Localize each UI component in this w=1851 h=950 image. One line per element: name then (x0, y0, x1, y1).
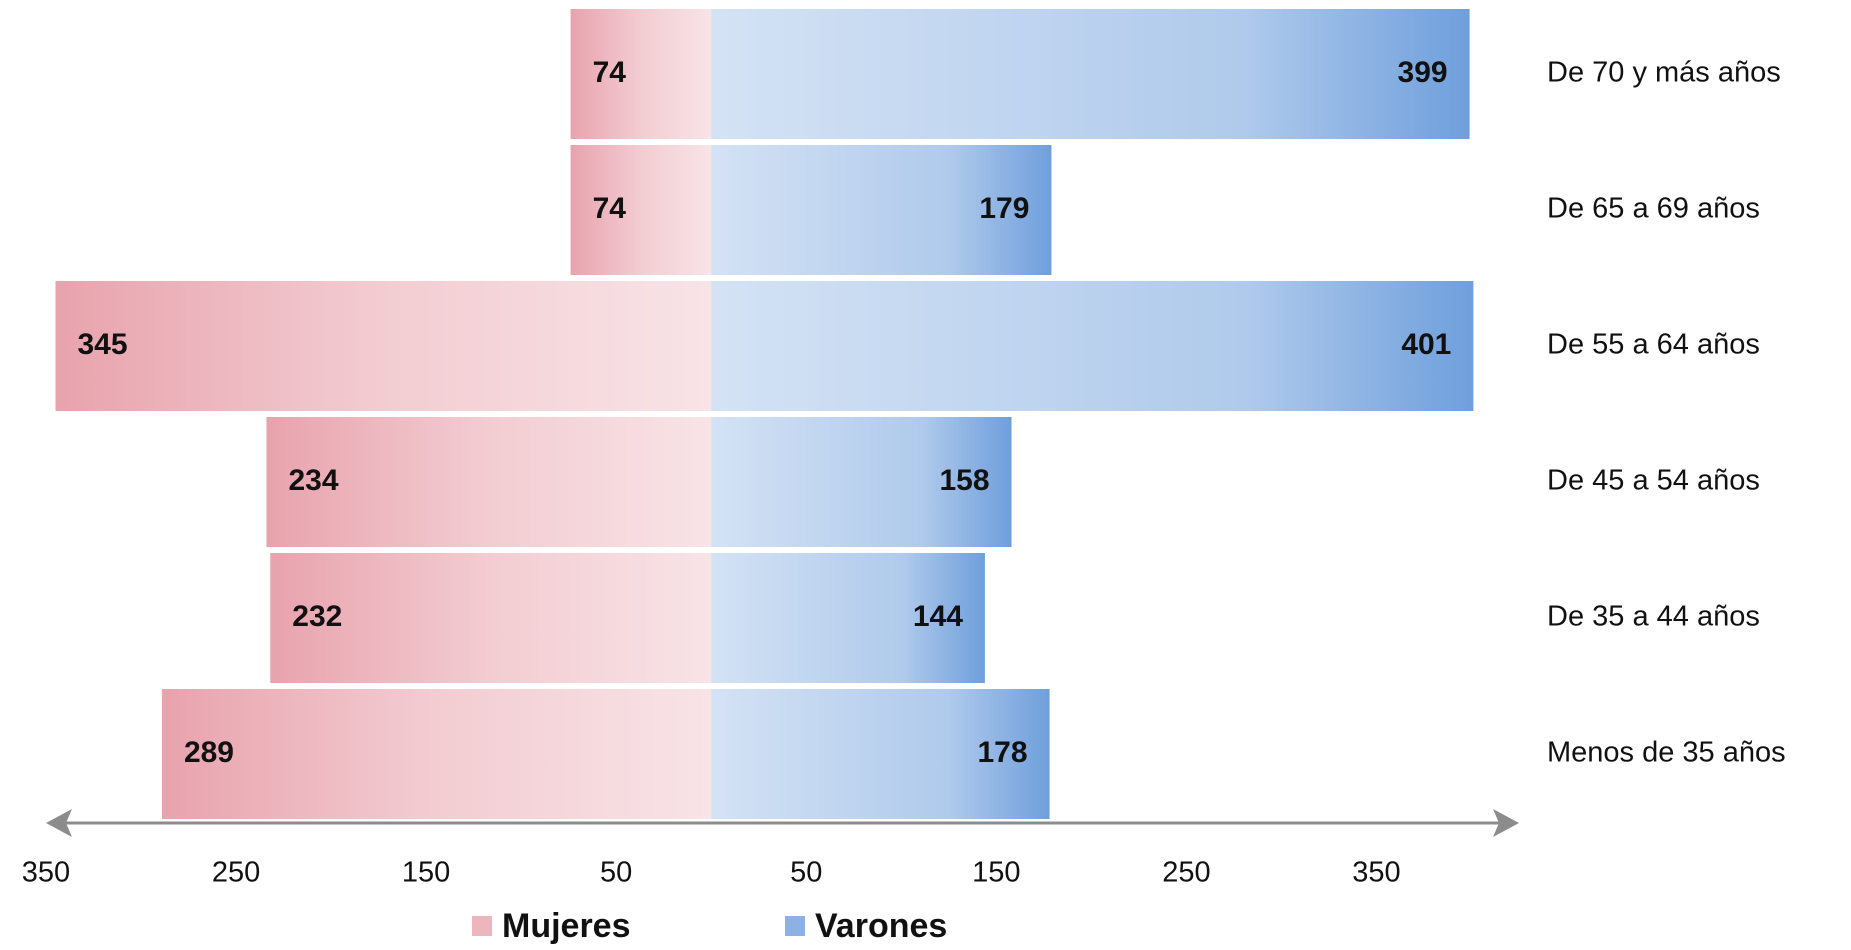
bar (711, 417, 1012, 547)
x-tick-label: 250 (1162, 857, 1210, 889)
value-label: 232 (292, 600, 342, 633)
value-label: 74 (593, 56, 627, 89)
x-tick-label: 350 (1352, 857, 1400, 889)
bar (266, 417, 712, 547)
bar (570, 9, 712, 139)
value-label: 345 (78, 328, 128, 361)
axis-arrow (46, 809, 72, 837)
x-tick-label: 350 (22, 857, 70, 889)
bar (711, 553, 985, 683)
bar (711, 281, 1474, 411)
value-label: 401 (1401, 328, 1451, 361)
category-label: Menos de 35 años (1547, 737, 1786, 769)
x-tick-label: 250 (212, 857, 260, 889)
x-tick-label: 50 (790, 857, 822, 889)
value-label: 234 (288, 464, 338, 497)
value-label: 289 (184, 736, 234, 769)
value-label: 179 (979, 192, 1029, 225)
bar (161, 689, 712, 819)
legend-swatch (472, 916, 492, 936)
category-label: De 35 a 44 años (1547, 601, 1760, 633)
x-tick-label: 150 (972, 857, 1020, 889)
axis-arrow (1493, 809, 1519, 837)
bar (711, 689, 1050, 819)
legend-swatch (785, 916, 805, 936)
value-label: 144 (913, 600, 963, 633)
bar (570, 145, 712, 275)
value-label: 178 (977, 736, 1027, 769)
bar (711, 145, 1052, 275)
bar (55, 281, 712, 411)
bar (711, 9, 1470, 139)
value-label: 158 (939, 464, 989, 497)
x-tick-label: 50 (600, 857, 632, 889)
category-label: De 45 a 54 años (1547, 465, 1760, 497)
category-label: De 65 a 69 años (1547, 193, 1760, 225)
category-label: De 55 a 64 años (1547, 329, 1760, 361)
x-tick-label: 150 (402, 857, 450, 889)
category-label: De 70 y más años (1547, 57, 1781, 89)
value-label: 399 (1398, 56, 1448, 89)
legend-label: Varones (815, 907, 947, 945)
value-label: 74 (593, 192, 627, 225)
bar (270, 553, 712, 683)
legend-label: Mujeres (502, 907, 631, 945)
